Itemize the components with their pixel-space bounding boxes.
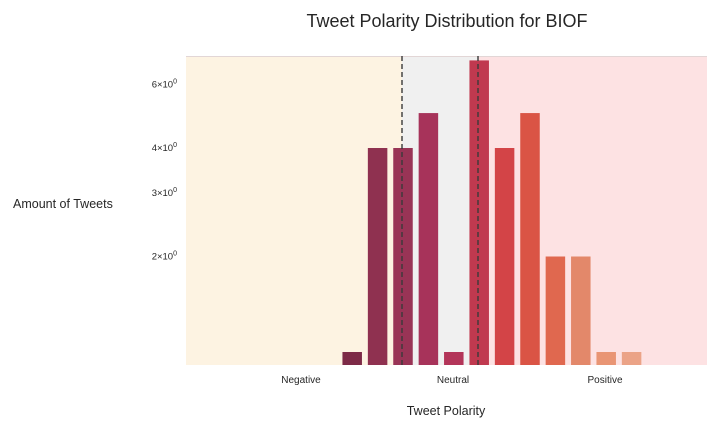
chart-title: Tweet Polarity Distribution for BIOF [306, 11, 587, 31]
y-axis-ticks: 2×100 3×100 4×100 6×100 [152, 79, 177, 263]
bar [596, 352, 616, 365]
x-tick-label-neutral: Neutral [437, 375, 469, 386]
polarity-regions [186, 56, 707, 365]
reference-lines [401, 56, 479, 365]
x-axis-label: Tweet Polarity [407, 404, 486, 418]
bar [469, 60, 489, 365]
y-tick-label: 6×100 [152, 79, 177, 91]
x-axis-ticks: Negative Neutral Positive [281, 375, 623, 386]
bar [444, 352, 464, 365]
y-tick-label: 3×100 [152, 187, 177, 199]
y-tick-label: 4×100 [152, 142, 177, 154]
bar [571, 256, 591, 365]
bar [342, 352, 362, 365]
bar [418, 113, 439, 365]
x-tick-label-negative: Negative [281, 375, 321, 386]
bar [494, 148, 515, 365]
y-axis-label: Amount of Tweets [13, 197, 113, 211]
bars [342, 60, 642, 365]
bar [520, 113, 540, 365]
region-neutral [402, 56, 478, 365]
region-positive [478, 56, 707, 365]
y-tick-label: 2×100 [152, 251, 177, 263]
bar [367, 148, 388, 365]
bar [393, 148, 413, 365]
bar [545, 256, 566, 365]
bar [621, 352, 642, 365]
x-tick-label-positive: Positive [587, 375, 622, 386]
region-negative [186, 56, 402, 365]
